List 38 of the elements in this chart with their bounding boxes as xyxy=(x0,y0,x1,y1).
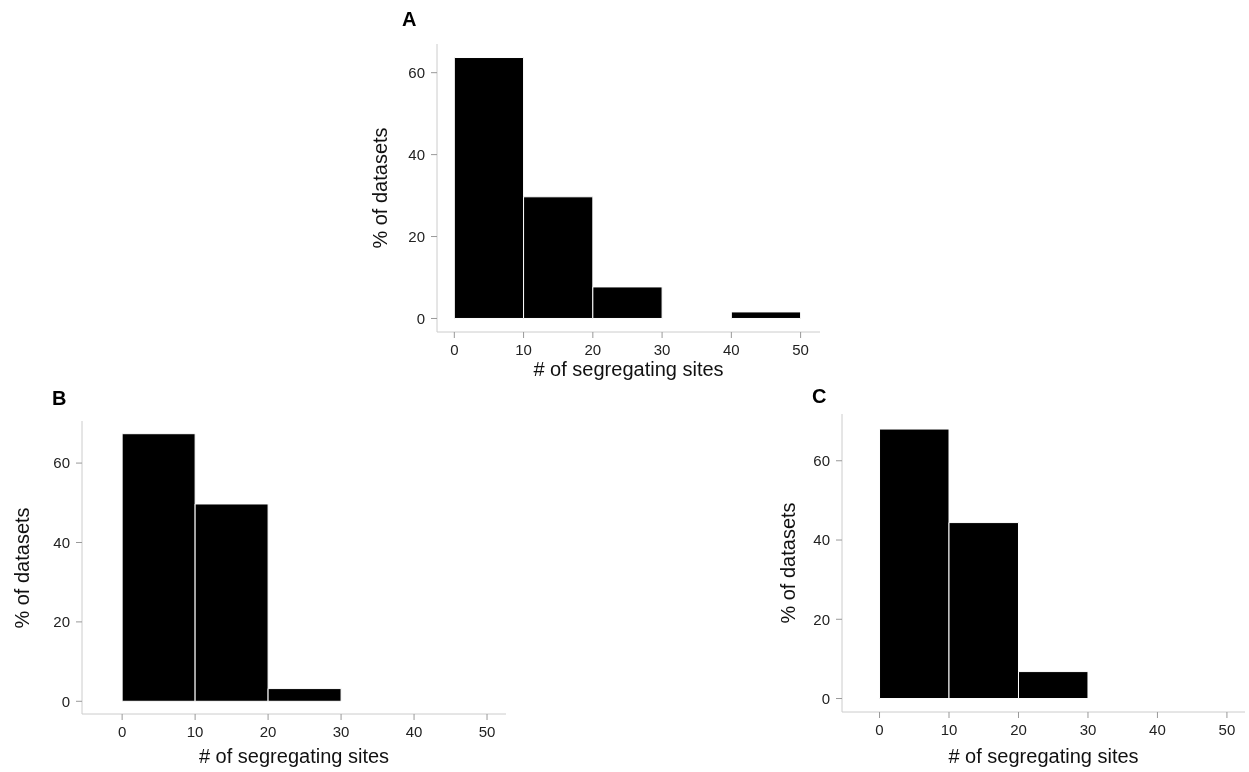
y-axis-title: % of datasets xyxy=(368,127,392,249)
x-tick-label: 20 xyxy=(1010,720,1027,738)
x-axis-title: # of segregating sites xyxy=(533,357,724,381)
y-tick-label: 20 xyxy=(813,610,830,628)
x-axis-title: # of segregating sites xyxy=(948,744,1139,768)
x-tick-label: 50 xyxy=(478,722,496,740)
y-tick-label: 60 xyxy=(53,454,70,472)
x-tick-label: 30 xyxy=(1079,720,1097,738)
x-tick-label: 20 xyxy=(584,340,602,358)
x-tick-label: 40 xyxy=(1149,720,1166,738)
x-tick-label: 10 xyxy=(515,340,532,358)
x-tick-label: 20 xyxy=(259,722,277,740)
x-tick-label: 30 xyxy=(332,722,350,740)
y-axis-title: % of datasets xyxy=(776,502,800,624)
x-tick-label: 50 xyxy=(792,340,809,358)
x-axis-title: # of segregating sites xyxy=(198,744,390,768)
x-tick-label: 40 xyxy=(723,340,740,358)
chart-title: C xyxy=(812,385,827,408)
y-axis-title: % of datasets xyxy=(10,506,34,629)
y-tick-label: 0 xyxy=(821,689,830,707)
y-tick-label: 60 xyxy=(813,452,830,470)
x-tick-label: 50 xyxy=(1218,720,1236,738)
x-tick-label: 0 xyxy=(117,722,127,740)
y-tick-label: 20 xyxy=(53,613,70,631)
y-tick-label: 60 xyxy=(408,64,425,81)
x-tick-label: 0 xyxy=(450,340,459,358)
y-tick-label: 0 xyxy=(61,692,70,710)
x-tick-label: 10 xyxy=(940,720,958,738)
y-tick-label: 40 xyxy=(813,531,830,549)
y-tick-label: 40 xyxy=(408,145,425,163)
x-tick-label: 10 xyxy=(186,722,204,740)
chart-title: A xyxy=(402,8,417,31)
y-tick-label: 0 xyxy=(416,309,425,327)
y-tick-label: 20 xyxy=(408,227,425,245)
y-tick-label: 40 xyxy=(53,533,70,551)
x-tick-label: 0 xyxy=(875,720,884,738)
x-tick-label: 30 xyxy=(653,340,671,358)
chart-title: B xyxy=(52,387,67,410)
